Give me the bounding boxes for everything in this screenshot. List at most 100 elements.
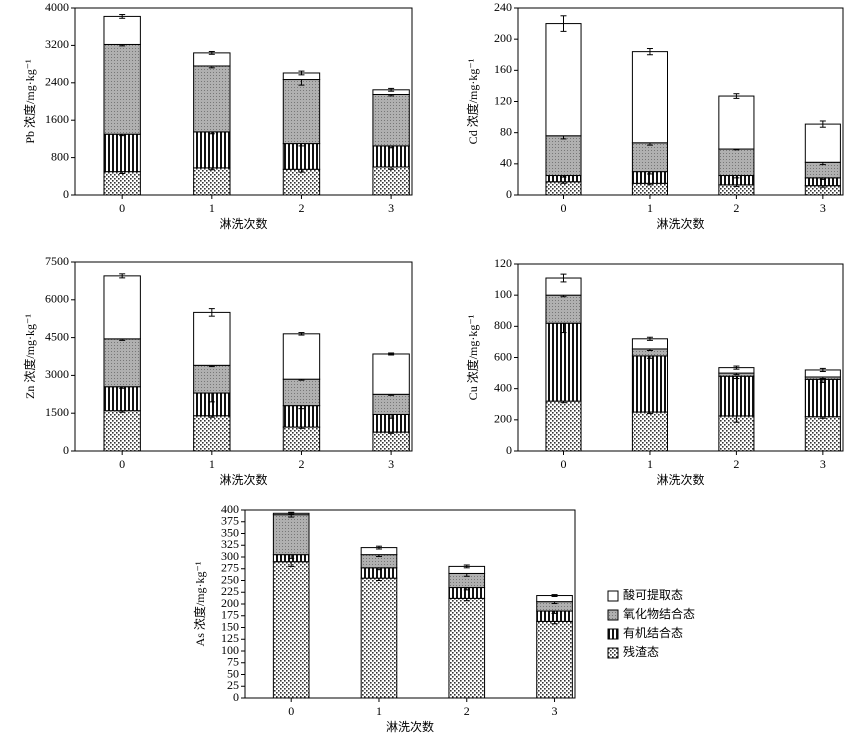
- y-tick-label: 120: [494, 93, 512, 107]
- x-axis-label: 淋洗次数: [219, 472, 267, 487]
- error-bar: [819, 367, 826, 373]
- bar-segment: [103, 275, 141, 340]
- x-tick-label: 1: [647, 457, 653, 471]
- bar-segment: [804, 378, 841, 418]
- y-tick-label: 25: [227, 678, 239, 692]
- bar-segment: [103, 171, 141, 196]
- error-bar: [119, 273, 126, 279]
- bar-segment: [103, 386, 141, 412]
- bar-segment: [372, 431, 410, 452]
- bar-segment: [718, 148, 755, 177]
- bar-segment: [545, 23, 582, 137]
- y-tick-label: 300: [221, 549, 239, 563]
- y-tick-label: 2400: [45, 75, 69, 89]
- error-bar: [463, 564, 470, 569]
- bar-segment: [372, 353, 410, 395]
- y-tick-label: 4500: [45, 329, 69, 343]
- y-tick-label: 80: [500, 124, 512, 138]
- x-tick-label: 0: [561, 457, 567, 471]
- y-tick-label: 6000: [45, 292, 69, 306]
- y-tick-label: 0: [233, 690, 239, 704]
- x-tick-label: 2: [733, 201, 739, 215]
- y-tick-label: 225: [221, 584, 239, 598]
- error-bar: [819, 120, 826, 128]
- plot-frame: [74, 7, 413, 196]
- y-tick-label: 200: [494, 412, 512, 426]
- legend-label: 有机结合态: [623, 625, 683, 640]
- y-tick-label: 3200: [45, 37, 69, 51]
- legend-swatch: [607, 628, 619, 640]
- bar-segment: [272, 514, 310, 556]
- error-bar: [560, 15, 567, 32]
- bar-segment: [193, 52, 231, 67]
- y-tick-label: 200: [221, 596, 239, 610]
- x-tick-label: 3: [552, 704, 558, 718]
- y-tick-label: 0: [506, 443, 512, 457]
- bar-segment: [103, 410, 141, 452]
- x-tick-label: 0: [561, 201, 567, 215]
- x-tick-label: 2: [733, 457, 739, 471]
- legend-swatch: [607, 590, 619, 602]
- error-bar: [208, 308, 215, 317]
- error-bar: [646, 48, 653, 56]
- y-tick-label: 375: [221, 514, 239, 528]
- x-axis-label: 淋洗次数: [656, 472, 704, 487]
- y-tick-label: 1600: [45, 112, 69, 126]
- x-tick-label: 3: [388, 457, 394, 471]
- bar-segment: [536, 620, 573, 699]
- bar-segment: [804, 416, 841, 452]
- y-tick-label: 240: [494, 0, 512, 14]
- y-tick-label: 75: [227, 655, 239, 669]
- bar-segment: [718, 375, 755, 417]
- x-tick-label: 1: [647, 201, 653, 215]
- y-tick-label: 125: [221, 631, 239, 645]
- x-axis-label: 淋洗次数: [219, 216, 267, 231]
- x-tick-label: 0: [119, 201, 125, 215]
- y-tick-label: 0: [63, 443, 69, 457]
- x-tick-label: 1: [376, 704, 382, 718]
- y-tick-label: 400: [221, 502, 239, 516]
- y-tick-label: 600: [494, 349, 512, 363]
- bar-segment: [282, 168, 321, 196]
- bar-segment: [282, 333, 321, 380]
- y-tick-label: 1500: [45, 405, 69, 419]
- y-tick-label: 800: [494, 318, 512, 332]
- legend-swatch: [607, 609, 619, 621]
- bar-segment: [103, 43, 141, 135]
- y-tick-label: 325: [221, 537, 239, 551]
- bar-segment: [631, 355, 669, 413]
- y-tick-label: 4000: [45, 0, 69, 14]
- y-axis-label: As 浓度/mg·kg⁻¹: [192, 561, 207, 646]
- y-tick-label: 800: [51, 149, 69, 163]
- legend-swatch: [607, 647, 619, 659]
- y-tick-label: 175: [221, 608, 239, 622]
- error-bar: [733, 93, 740, 99]
- bar-segment: [282, 426, 321, 452]
- bar-segment: [193, 167, 231, 196]
- error-bar: [388, 87, 395, 92]
- y-tick-label: 400: [494, 380, 512, 394]
- bar-segment: [372, 393, 410, 415]
- x-tick-label: 2: [464, 704, 470, 718]
- bar-segment: [360, 577, 398, 699]
- y-axis-label: Zn 浓度/mg·kg⁻¹: [22, 314, 37, 399]
- x-tick-label: 1: [209, 201, 215, 215]
- y-tick-label: 275: [221, 561, 239, 575]
- bar-segment: [545, 294, 582, 324]
- y-tick-label: 7500: [45, 254, 69, 268]
- legend-label: 氧化物结合态: [623, 606, 695, 621]
- x-tick-label: 3: [388, 201, 394, 215]
- bar-segment: [372, 93, 410, 147]
- y-axis-label: Pb 浓度/mg·kg⁻¹: [22, 59, 37, 144]
- bar-segment: [193, 311, 231, 366]
- bar-segment: [372, 145, 410, 168]
- x-tick-label: 0: [119, 457, 125, 471]
- x-tick-label: 1: [209, 457, 215, 471]
- bar-segment: [804, 123, 841, 163]
- y-tick-label: 0: [506, 187, 512, 201]
- bar-segment: [282, 79, 321, 145]
- plot-frame: [74, 261, 413, 452]
- error-bar: [119, 14, 126, 19]
- bar-segment: [631, 51, 669, 144]
